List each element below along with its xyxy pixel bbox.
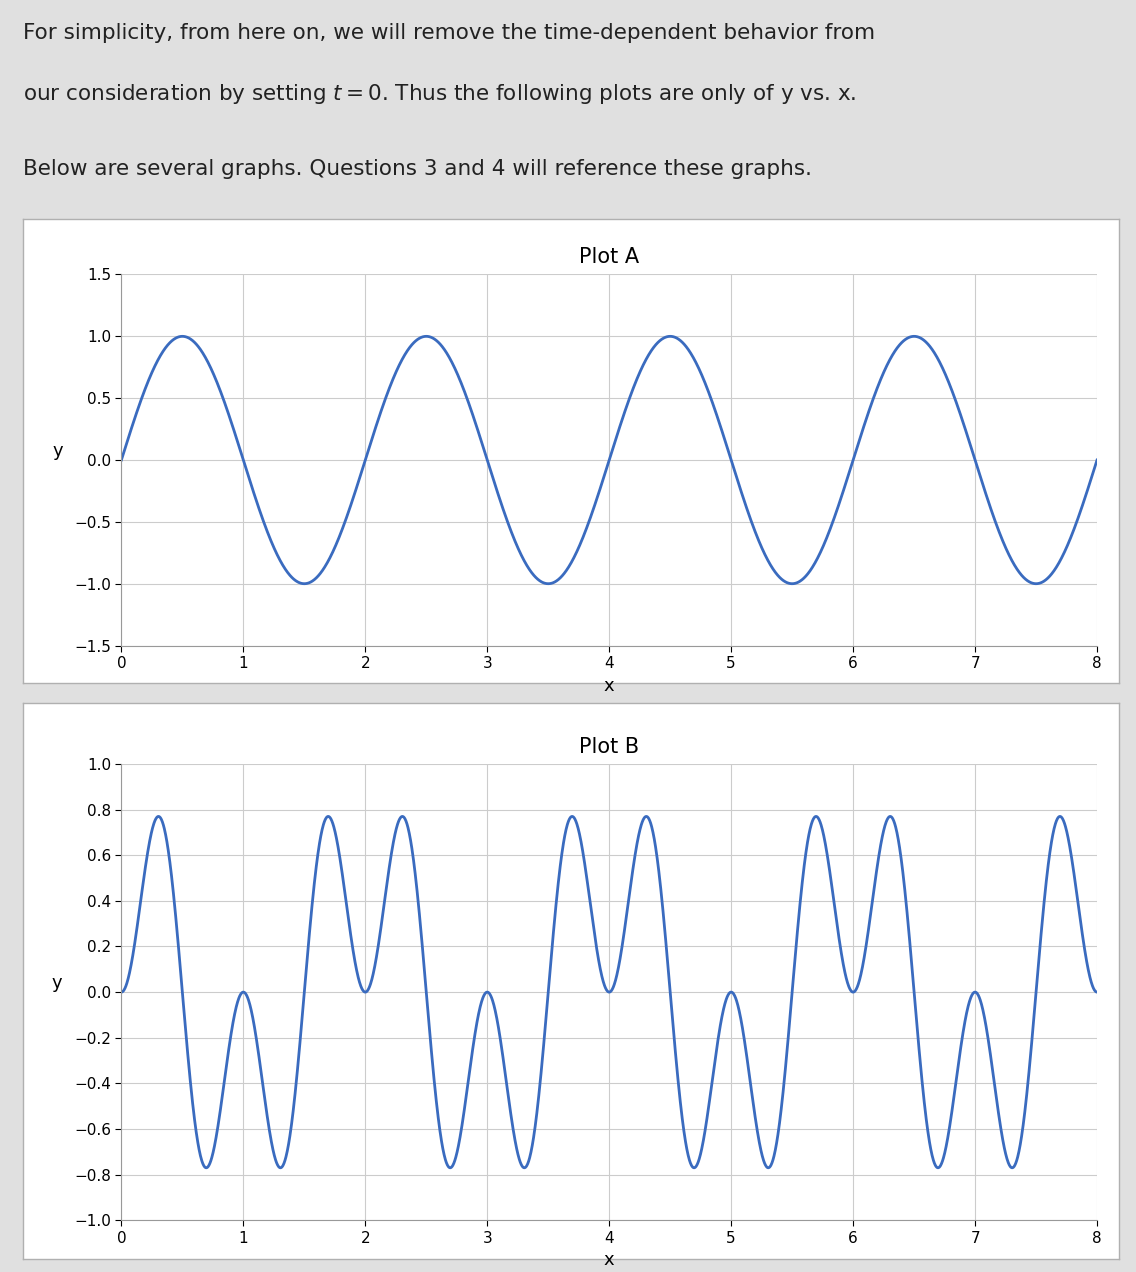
Text: our consideration by setting $t = 0$. Thus the following plots are only of y vs.: our consideration by setting $t = 0$. Th… — [23, 81, 857, 106]
Y-axis label: y: y — [52, 974, 62, 992]
Text: Below are several graphs. Questions 3 and 4 will reference these graphs.: Below are several graphs. Questions 3 an… — [23, 159, 812, 179]
Title: Plot B: Plot B — [579, 736, 640, 757]
Title: Plot A: Plot A — [579, 247, 640, 267]
X-axis label: x: x — [604, 677, 615, 695]
Y-axis label: y: y — [52, 443, 62, 460]
Text: For simplicity, from here on, we will remove the time-dependent behavior from: For simplicity, from here on, we will re… — [23, 23, 875, 43]
X-axis label: x: x — [604, 1252, 615, 1269]
